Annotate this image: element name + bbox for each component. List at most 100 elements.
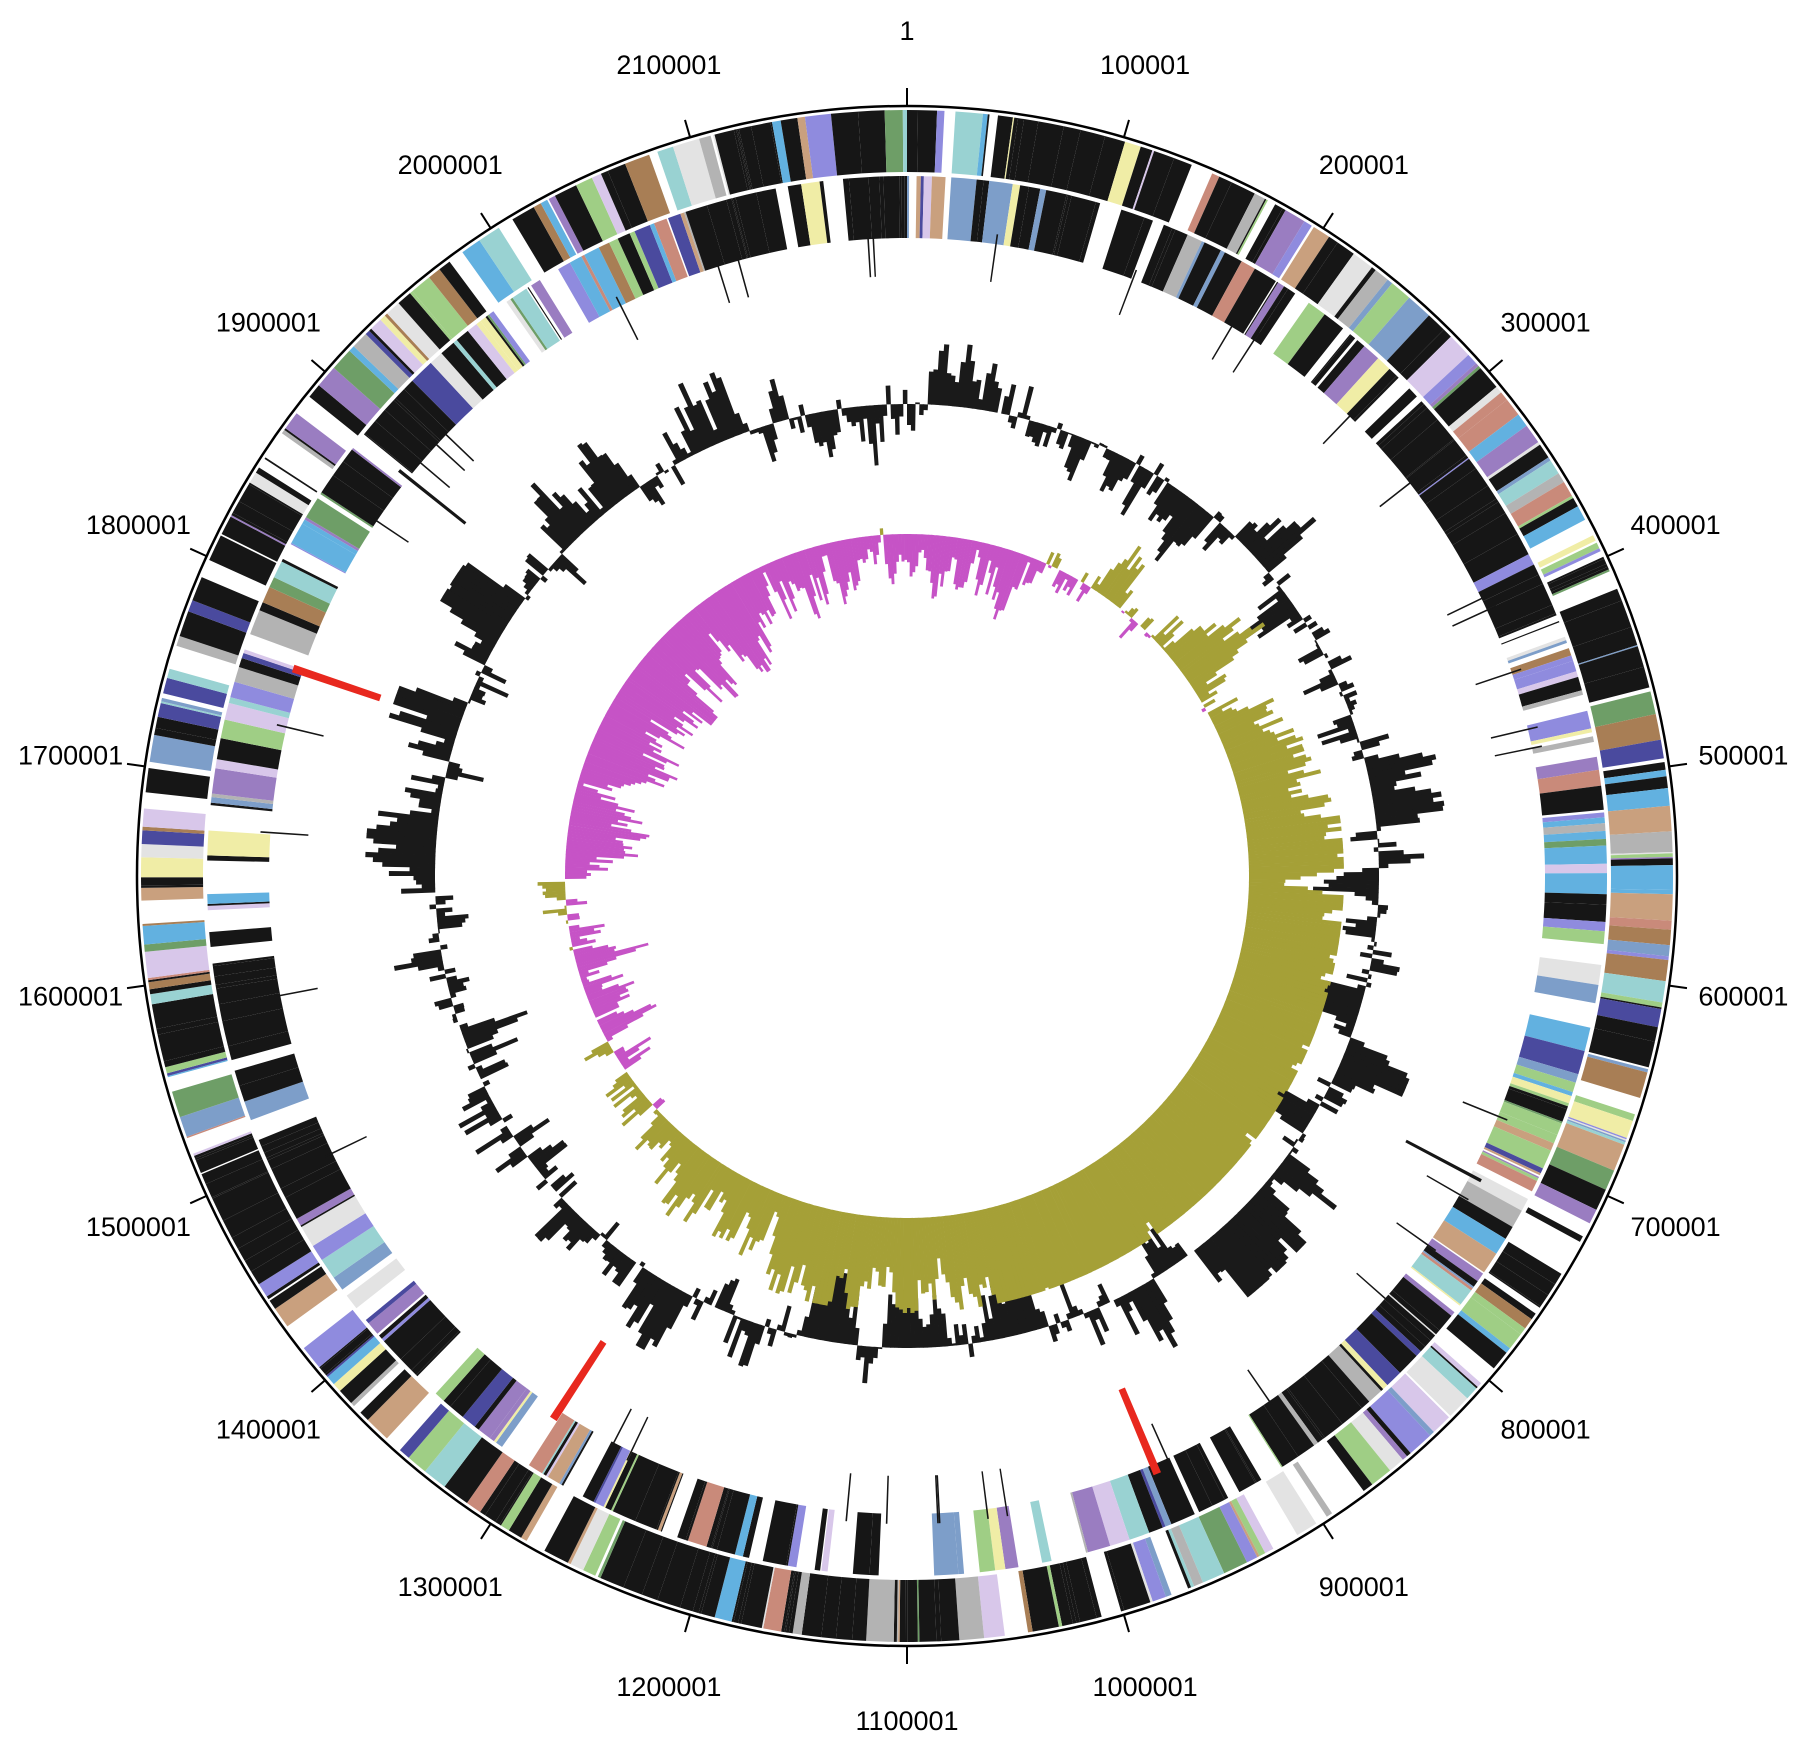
gc-skew-negative-bar <box>632 669 703 724</box>
gene-block <box>951 111 983 176</box>
trna-marker <box>935 1475 939 1524</box>
coordinate-label-100001: 100001 <box>1100 50 1190 80</box>
gc-content-bar <box>1263 572 1272 581</box>
gc-skew-positive-bar <box>815 1210 839 1305</box>
gc-skew-positive-bar <box>1183 1074 1263 1134</box>
gc-skew-negative-bar <box>953 538 964 585</box>
gene-block <box>1170 1525 1203 1587</box>
gc-skew-negative-bar <box>578 778 613 792</box>
gc-skew-positive-bar <box>1188 1067 1270 1124</box>
gene-block <box>1436 485 1497 532</box>
gc-skew-negative-bar <box>689 610 711 635</box>
gc-skew-negative-bar <box>582 974 612 988</box>
gene-block <box>1344 1328 1400 1386</box>
gc-skew-positive-bar <box>612 1074 631 1089</box>
gc-skew-positive-bar <box>660 1133 685 1162</box>
gc-content-bar <box>1378 863 1389 869</box>
gc-content-bar <box>1265 554 1287 573</box>
gc-skew-negative-bar <box>572 801 625 816</box>
gc-skew-positive-bar <box>545 887 566 892</box>
gc-content-bar <box>1024 420 1034 438</box>
gene-block <box>212 958 276 977</box>
gene-block <box>1609 892 1673 921</box>
gc-content-bar <box>1317 722 1355 739</box>
gc-skew-positive-bar <box>1232 978 1324 1012</box>
gc-skew-negative-bar <box>841 539 851 573</box>
gene-block <box>907 175 910 238</box>
gc-skew-negative-bar <box>579 772 622 789</box>
gc-content-bar <box>612 1252 627 1269</box>
gc-skew-negative-bar <box>581 979 590 985</box>
gc-content-bar <box>470 691 484 700</box>
gc-skew-negative-bar <box>925 534 932 571</box>
gene-block <box>1353 375 1399 422</box>
gc-content-bar <box>1315 643 1320 649</box>
gc-skew-negative-bar <box>575 948 615 962</box>
gc-skew-positive-bar <box>669 1131 683 1147</box>
gc-content-bar <box>1334 1071 1376 1094</box>
gene-block <box>1052 194 1069 256</box>
gene-block <box>1498 613 1557 639</box>
coordinate-tick <box>1322 1523 1334 1540</box>
gc-skew-negative-bar <box>594 733 665 768</box>
coordinate-label-600001: 600001 <box>1698 981 1788 1011</box>
gc-skew-positive-bar <box>1248 860 1344 868</box>
gc-content-bar <box>508 1146 523 1159</box>
gc-skew-positive-bar <box>1169 628 1205 659</box>
gc-content-bar <box>626 1271 654 1310</box>
gc-skew-positive-bar <box>678 1143 697 1165</box>
gc-content-bar <box>1344 1049 1408 1078</box>
gene-block <box>1525 1207 1583 1242</box>
gene-block <box>1431 1342 1482 1387</box>
gc-skew-positive-bar <box>1210 707 1233 721</box>
gc-content-bar <box>1064 435 1081 469</box>
gc-content-bar <box>1218 530 1233 545</box>
gene-block <box>228 1031 292 1061</box>
gc-skew-positive-bar <box>836 1212 851 1277</box>
gc-content-bar <box>1377 904 1389 910</box>
gc-skew-positive-bar <box>1243 932 1338 953</box>
gene-block <box>982 180 1013 246</box>
gene-block <box>1532 736 1594 754</box>
gc-content-bar <box>1161 499 1195 542</box>
gene-block <box>1543 830 1606 843</box>
gc-skew-negative-bar <box>615 694 678 735</box>
gc-content-bar <box>671 465 686 486</box>
gc-skew-positive-bar <box>930 1216 939 1280</box>
gene-block <box>320 492 374 528</box>
gc-content-bar <box>602 1245 617 1262</box>
gene-block <box>1123 217 1153 279</box>
trna-marker <box>368 514 409 543</box>
gc-skew-negative-bar <box>568 822 650 838</box>
gc-content-bar <box>1150 1272 1158 1279</box>
trna-marker <box>1356 1272 1394 1306</box>
gc-skew-positive-bar <box>1228 734 1297 763</box>
gene-block <box>742 1496 763 1558</box>
gc-skew-positive-bar <box>1244 926 1340 945</box>
gene-block <box>1471 1291 1526 1335</box>
gc-skew-positive-bar <box>1170 1091 1247 1155</box>
gc-skew-negative-bar <box>565 863 600 868</box>
gc-content-bar <box>833 409 841 433</box>
gene-block <box>156 1016 219 1035</box>
gc-content-bar <box>577 442 624 502</box>
gene-block <box>243 649 304 673</box>
gc-content-bar <box>526 553 549 573</box>
gene-block <box>916 1579 920 1642</box>
gc-skew-positive-bar <box>1064 1178 1113 1264</box>
gene-block <box>1418 457 1469 496</box>
gc-content-bar <box>558 1200 568 1210</box>
gc-skew-negative-bar <box>1039 562 1047 574</box>
gene-block <box>981 114 990 177</box>
gc-skew-positive-bar <box>1003 1203 1035 1296</box>
gene-block <box>312 1213 374 1260</box>
gene-block <box>1194 176 1232 239</box>
gc-skew-negative-bar <box>993 551 1019 620</box>
gene-block <box>1574 1095 1635 1121</box>
gene-block <box>1368 297 1429 361</box>
gc-content-bar <box>1359 733 1390 747</box>
gene-block <box>668 213 701 277</box>
gc-skew-positive-bar <box>1246 914 1342 930</box>
gc-content-bar <box>1359 951 1373 959</box>
gene-block <box>205 1159 268 1198</box>
